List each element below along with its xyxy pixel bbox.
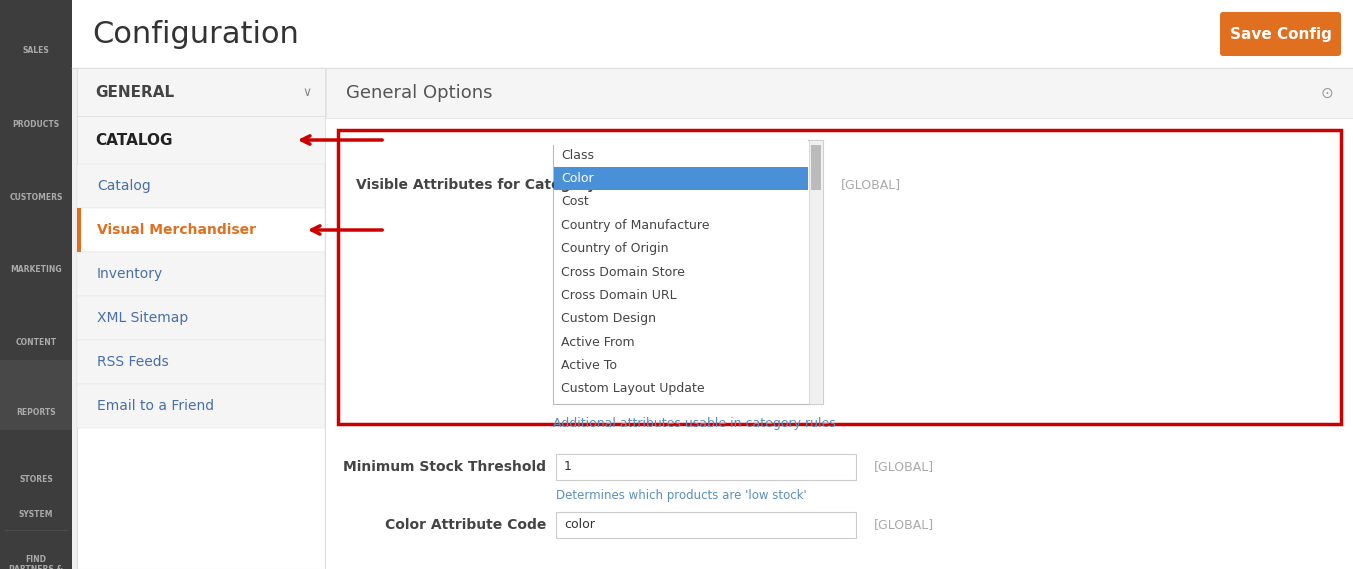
Text: CATALOG: CATALOG (95, 133, 172, 147)
Bar (553, 167, 808, 190)
Bar (77, 208, 81, 252)
Text: Minimum Stock Threshold: Minimum Stock Threshold (344, 460, 547, 474)
Text: color: color (564, 518, 595, 531)
Text: Country of Manufacture: Country of Manufacture (561, 218, 709, 232)
Text: REPORTS: REPORTS (16, 408, 55, 417)
Bar (72, 0, 1353, 68)
Text: Email to a Friend: Email to a Friend (97, 399, 214, 413)
Bar (0, 360, 72, 430)
Bar (77, 208, 325, 252)
Text: GENERAL: GENERAL (95, 85, 175, 100)
Bar (77, 68, 325, 116)
Text: Visible Attributes for Category Rules: Visible Attributes for Category Rules (356, 178, 644, 192)
Bar (556, 512, 856, 538)
Text: STORES: STORES (19, 475, 53, 484)
Text: Cross Domain URL: Cross Domain URL (561, 289, 676, 302)
Text: FIND
PARTNERS &
EXTENSIONS: FIND PARTNERS & EXTENSIONS (8, 555, 64, 569)
Text: Inventory: Inventory (97, 267, 164, 281)
Text: Color Attribute Code: Color Attribute Code (384, 518, 547, 532)
Bar (77, 164, 325, 208)
Bar (77, 252, 325, 296)
Bar (338, 130, 1341, 424)
Text: Active To: Active To (561, 359, 617, 372)
Bar (556, 454, 856, 480)
Text: Custom Layout Update: Custom Layout Update (561, 382, 705, 395)
Text: Save Config: Save Config (1230, 27, 1331, 42)
Bar (810, 145, 821, 190)
Text: Custom Design: Custom Design (561, 312, 656, 325)
Bar (0, 0, 72, 569)
Text: Additional attributes usable in category rules: Additional attributes usable in category… (553, 418, 836, 431)
Bar (553, 140, 823, 404)
Bar (809, 140, 823, 404)
Text: Class: Class (561, 149, 594, 162)
Text: General Options: General Options (346, 84, 492, 102)
Text: ∧: ∧ (303, 134, 311, 146)
Text: SALES: SALES (23, 46, 49, 55)
Text: SYSTEM: SYSTEM (19, 510, 53, 519)
Text: Visual Merchandiser: Visual Merchandiser (97, 223, 256, 237)
FancyBboxPatch shape (1220, 12, 1341, 56)
Text: 1: 1 (564, 460, 572, 473)
Text: ∨: ∨ (303, 85, 311, 98)
Text: Cross Domain Store: Cross Domain Store (561, 266, 685, 278)
Text: CUSTOMERS: CUSTOMERS (9, 193, 62, 202)
Text: MARKETING: MARKETING (11, 265, 62, 274)
Bar (77, 296, 325, 340)
Text: Determines which products are 'low stock': Determines which products are 'low stock… (556, 489, 806, 502)
Bar (77, 116, 325, 164)
Bar (326, 68, 1353, 118)
Text: RSS Feeds: RSS Feeds (97, 355, 169, 369)
Bar (77, 340, 325, 384)
Bar (77, 68, 325, 569)
Text: [GLOBAL]: [GLOBAL] (874, 460, 934, 473)
Text: Active From: Active From (561, 336, 635, 349)
Text: XML Sitemap: XML Sitemap (97, 311, 188, 325)
Bar (553, 140, 808, 145)
Text: ⊙: ⊙ (1321, 85, 1333, 101)
Text: PRODUCTS: PRODUCTS (12, 120, 60, 129)
Text: [GLOBAL]: [GLOBAL] (842, 179, 901, 192)
Text: Country of Origin: Country of Origin (561, 242, 668, 255)
Text: Cost: Cost (561, 195, 589, 208)
Bar (326, 68, 1353, 569)
Text: Color: Color (561, 172, 594, 185)
Text: CONTENT: CONTENT (15, 338, 57, 347)
Text: Configuration: Configuration (92, 19, 299, 48)
Text: Catalog: Catalog (97, 179, 150, 193)
Bar (77, 384, 325, 428)
Text: [GLOBAL]: [GLOBAL] (874, 518, 934, 531)
